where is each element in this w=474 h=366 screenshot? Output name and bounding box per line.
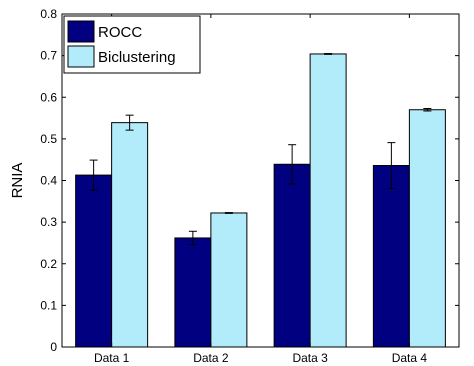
- x-tick-label-1: Data 1: [94, 351, 130, 365]
- y-tick-label-0: 0: [50, 340, 57, 354]
- x-tick-label-2: Data 2: [193, 351, 229, 365]
- x-tick-label-3: Data 3: [292, 351, 328, 365]
- bar-rocc-4: [372, 165, 410, 348]
- y-tick-label-7: 0.7: [40, 49, 57, 63]
- bar-rocc-1: [75, 174, 113, 348]
- y-tick-label-3: 0.3: [40, 215, 57, 229]
- y-tick-label-4: 0.4: [40, 174, 57, 188]
- bar-biclustering-3: [309, 53, 347, 348]
- bar-biclustering-4: [408, 109, 446, 348]
- y-tick-label-6: 0.6: [40, 90, 57, 104]
- bar-rocc-2: [174, 237, 212, 348]
- legend-swatch-biclustering: [67, 45, 95, 68]
- legend-swatch-rocc: [67, 20, 95, 43]
- error-bars-layer: [89, 53, 432, 246]
- y-tick-label-2: 0.2: [40, 257, 57, 271]
- y-tick-label-8: 0.8: [40, 7, 57, 21]
- legend: ROCC Biclustering: [63, 15, 201, 74]
- legend-label-biclustering: Biclustering: [98, 49, 176, 66]
- bar-biclustering-2: [210, 212, 248, 348]
- y-tick-label-1: 0.1: [40, 298, 57, 312]
- x-axis: Data 1 Data 2 Data 3 Data 4: [94, 14, 427, 365]
- y-axis: 0 0.1 0.2 0.3 0.4 0.5 0.6 0.7 0.8: [40, 7, 459, 354]
- legend-label-rocc: ROCC: [98, 24, 142, 41]
- bars-layer: [75, 53, 446, 348]
- y-tick-label-5: 0.5: [40, 132, 57, 146]
- bar-rocc-3: [273, 163, 311, 348]
- y-axis-title: RNIA: [9, 163, 26, 199]
- x-tick-label-4: Data 4: [392, 351, 428, 365]
- bar-biclustering-1: [111, 122, 149, 348]
